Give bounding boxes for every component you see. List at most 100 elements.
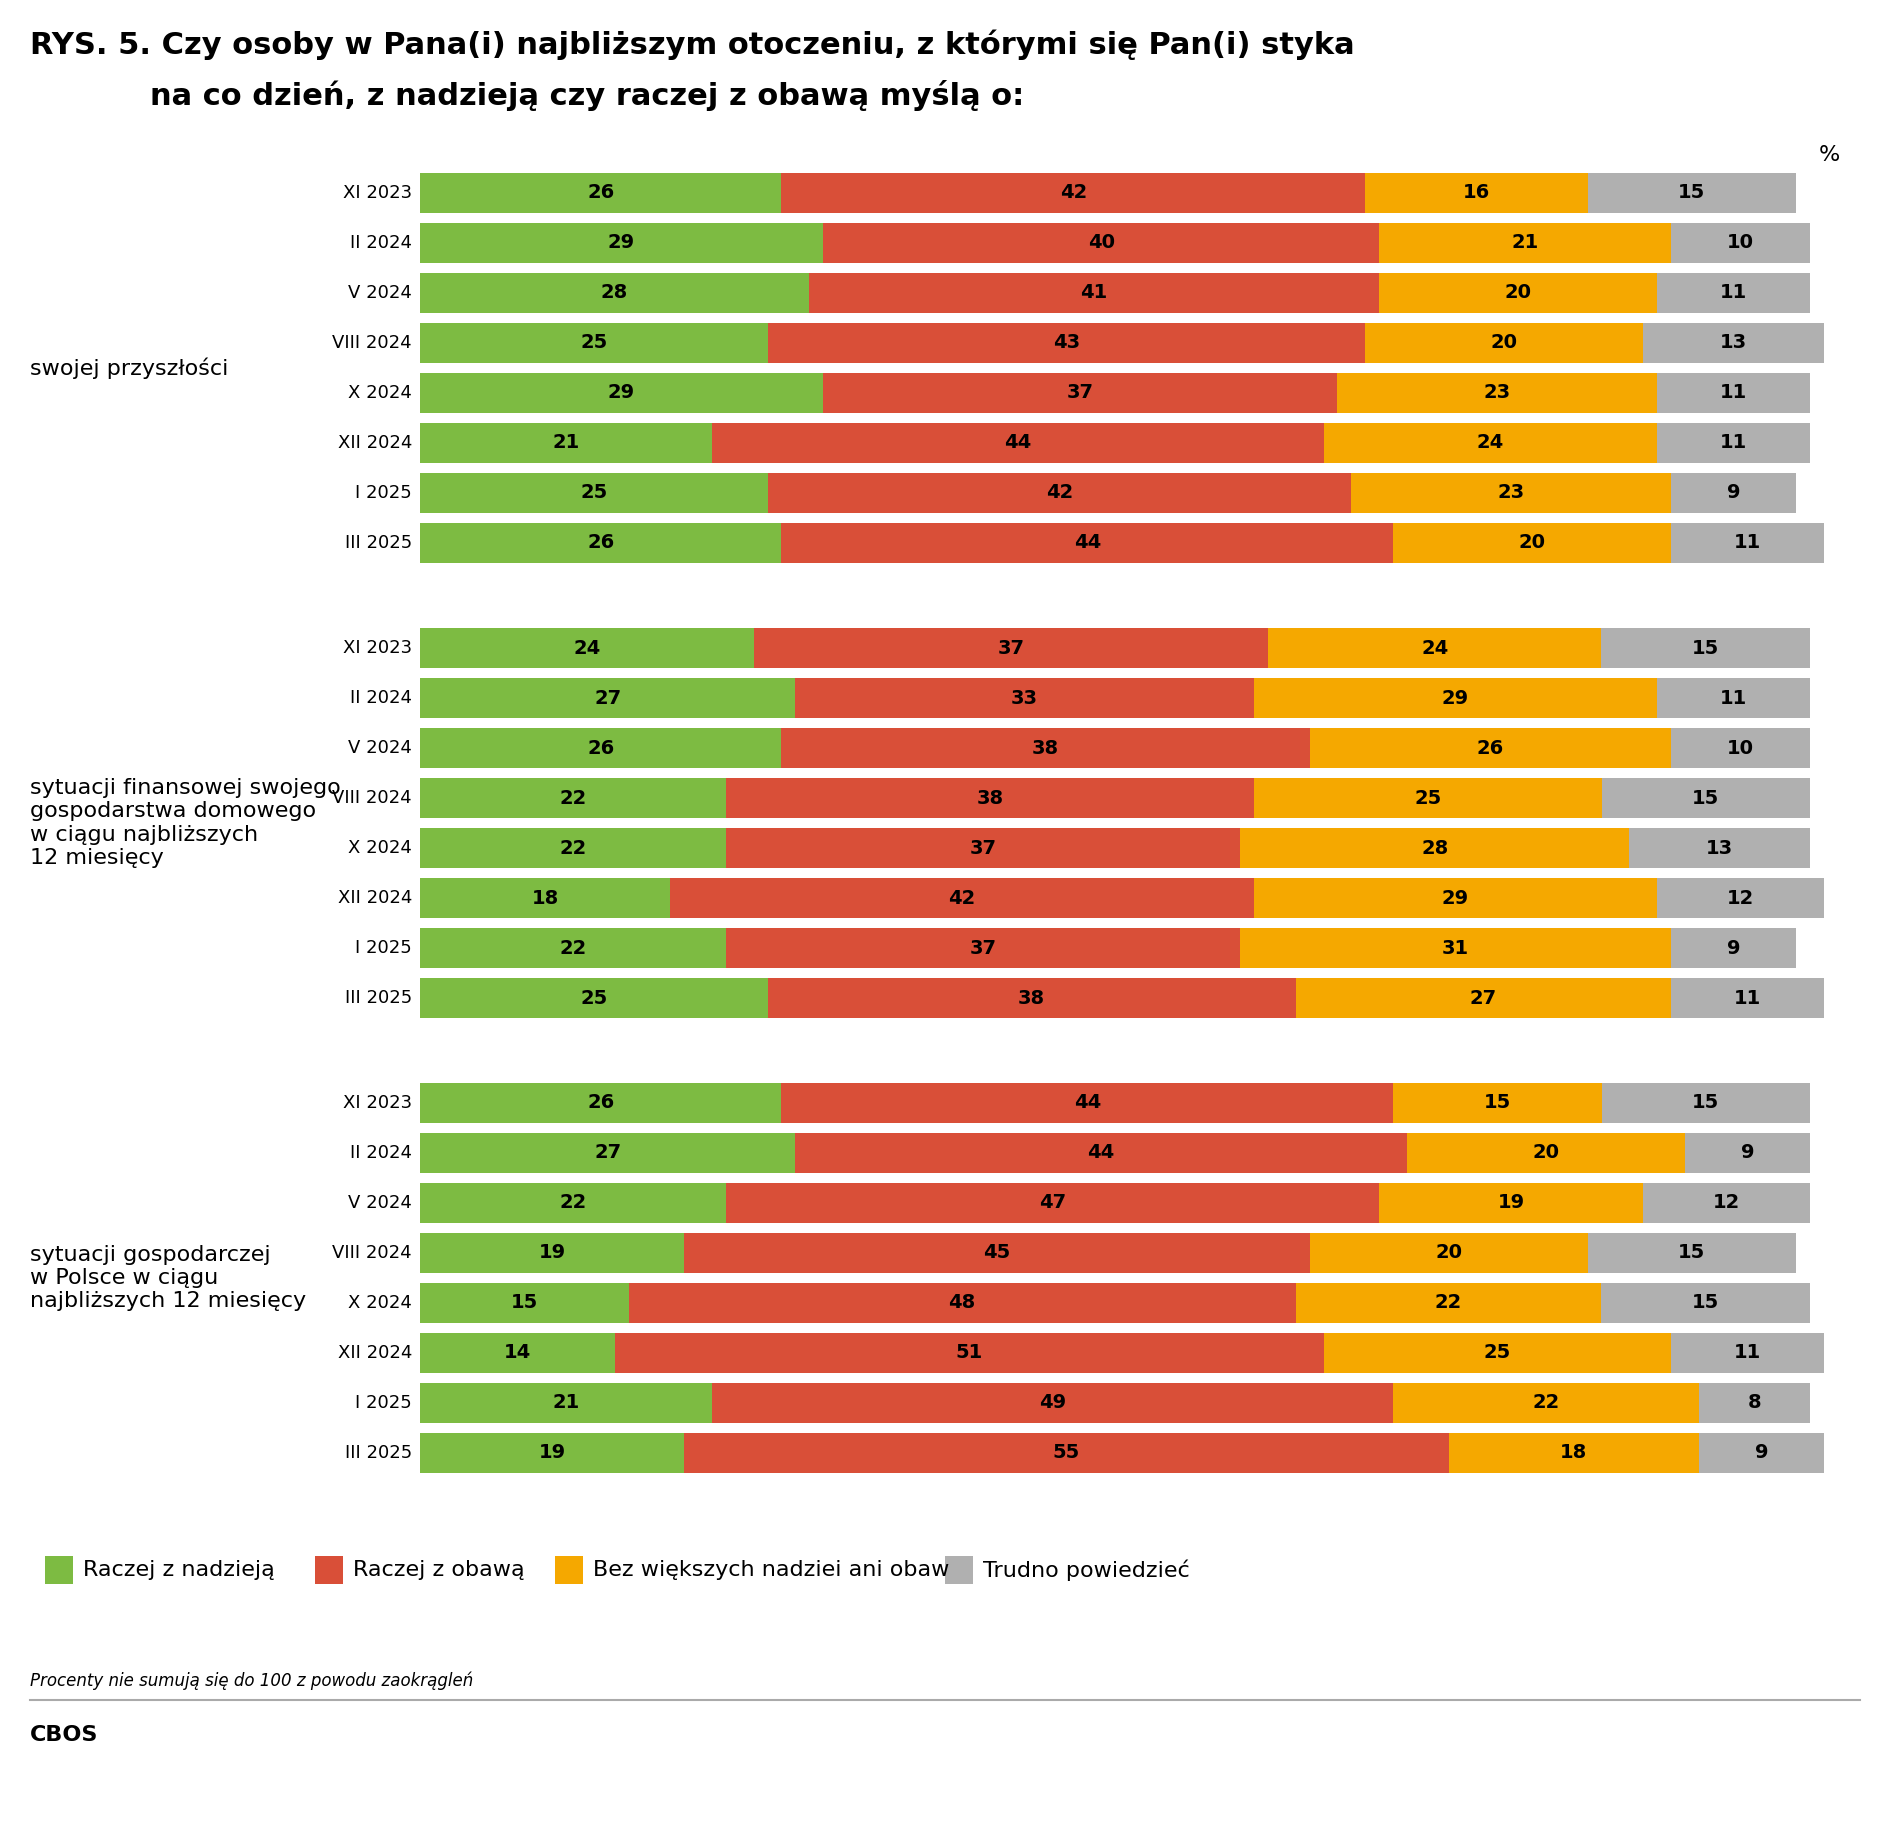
Bar bbox=[554, 1556, 582, 1583]
Bar bbox=[615, 1334, 1324, 1374]
Text: 24: 24 bbox=[1420, 638, 1449, 658]
Bar bbox=[1394, 1383, 1698, 1423]
Bar bbox=[420, 1432, 685, 1472]
Bar bbox=[45, 1556, 74, 1583]
Bar bbox=[1365, 173, 1588, 213]
Text: 18: 18 bbox=[531, 889, 558, 907]
Bar bbox=[1698, 1432, 1825, 1472]
Bar bbox=[685, 1432, 1449, 1472]
Text: sytuacji finansowej swojego
gospodarstwa domowego
w ciągu najbliższych
12 miesię: sytuacji finansowej swojego gospodarstwa… bbox=[30, 778, 340, 867]
Bar bbox=[726, 778, 1254, 818]
Bar bbox=[1630, 827, 1810, 867]
Text: VIII 2024: VIII 2024 bbox=[333, 333, 412, 352]
Bar bbox=[726, 927, 1240, 967]
Text: 26: 26 bbox=[1477, 738, 1503, 758]
Text: II 2024: II 2024 bbox=[350, 233, 412, 251]
Text: 22: 22 bbox=[1435, 1294, 1462, 1312]
Text: 22: 22 bbox=[560, 938, 586, 958]
Bar bbox=[420, 222, 823, 262]
Bar bbox=[1240, 927, 1672, 967]
Text: 15: 15 bbox=[1692, 789, 1719, 807]
Bar bbox=[1672, 474, 1796, 514]
Text: V 2024: V 2024 bbox=[348, 284, 412, 302]
Text: 22: 22 bbox=[560, 838, 586, 858]
Text: 19: 19 bbox=[1498, 1193, 1524, 1212]
Text: 20: 20 bbox=[1505, 284, 1532, 302]
Text: 15: 15 bbox=[1677, 184, 1706, 202]
Text: 37: 37 bbox=[997, 638, 1025, 658]
Text: 44: 44 bbox=[1074, 1093, 1101, 1113]
Text: 11: 11 bbox=[1721, 434, 1747, 452]
Text: XII 2024: XII 2024 bbox=[338, 434, 412, 452]
Text: 29: 29 bbox=[609, 383, 635, 403]
Text: 22: 22 bbox=[1532, 1394, 1560, 1412]
Text: 22: 22 bbox=[560, 789, 586, 807]
Bar bbox=[768, 474, 1352, 514]
Bar bbox=[1240, 827, 1630, 867]
Bar bbox=[420, 423, 711, 463]
Bar bbox=[1672, 1334, 1825, 1374]
Bar bbox=[1365, 322, 1643, 363]
Text: 24: 24 bbox=[573, 638, 601, 658]
Bar bbox=[1295, 1283, 1602, 1323]
Bar bbox=[1672, 222, 1810, 262]
Bar bbox=[1643, 1182, 1810, 1223]
Text: 10: 10 bbox=[1726, 738, 1755, 758]
Bar bbox=[768, 322, 1365, 363]
Text: 16: 16 bbox=[1464, 184, 1490, 202]
Text: XI 2023: XI 2023 bbox=[342, 1093, 412, 1111]
Bar bbox=[420, 678, 796, 718]
Text: %: % bbox=[1819, 146, 1840, 166]
Text: 15: 15 bbox=[1692, 1093, 1719, 1113]
Text: 28: 28 bbox=[601, 284, 628, 302]
Bar bbox=[726, 827, 1240, 867]
Bar bbox=[781, 1082, 1394, 1122]
Text: 27: 27 bbox=[594, 689, 622, 707]
Bar bbox=[1657, 878, 1825, 918]
Bar bbox=[685, 1233, 1310, 1274]
Bar bbox=[669, 878, 1254, 918]
Bar bbox=[726, 1182, 1379, 1223]
Bar bbox=[1324, 423, 1657, 463]
Text: 9: 9 bbox=[1726, 483, 1740, 503]
Bar bbox=[1588, 1233, 1796, 1274]
Text: III 2025: III 2025 bbox=[344, 1445, 412, 1461]
Bar bbox=[420, 1082, 781, 1122]
Text: sytuacji gospodarczej
w Polsce w ciągu
najbliższych 12 miesięcy: sytuacji gospodarczej w Polsce w ciągu n… bbox=[30, 1244, 306, 1312]
Text: X 2024: X 2024 bbox=[348, 1294, 412, 1312]
Text: VIII 2024: VIII 2024 bbox=[333, 1244, 412, 1263]
Bar bbox=[1394, 523, 1672, 563]
Text: 18: 18 bbox=[1560, 1443, 1587, 1463]
Bar bbox=[1394, 1082, 1602, 1122]
Text: 26: 26 bbox=[586, 534, 615, 552]
Text: 41: 41 bbox=[1080, 284, 1108, 302]
Text: III 2025: III 2025 bbox=[344, 534, 412, 552]
Text: I 2025: I 2025 bbox=[356, 485, 412, 503]
Bar bbox=[420, 474, 768, 514]
Bar bbox=[1254, 778, 1602, 818]
Bar bbox=[1379, 273, 1657, 313]
Bar bbox=[420, 1233, 685, 1274]
Bar bbox=[420, 1283, 628, 1323]
Bar bbox=[420, 523, 781, 563]
Text: VIII 2024: VIII 2024 bbox=[333, 789, 412, 807]
Text: 48: 48 bbox=[949, 1294, 976, 1312]
Bar bbox=[1310, 729, 1672, 769]
Text: 55: 55 bbox=[1053, 1443, 1080, 1463]
Bar bbox=[755, 629, 1267, 669]
Text: I 2025: I 2025 bbox=[356, 938, 412, 957]
Bar bbox=[768, 978, 1295, 1018]
Bar bbox=[1657, 273, 1810, 313]
Bar bbox=[1379, 222, 1672, 262]
Text: 29: 29 bbox=[1443, 689, 1469, 707]
Text: X 2024: X 2024 bbox=[348, 838, 412, 856]
Text: 26: 26 bbox=[586, 738, 615, 758]
Text: 9: 9 bbox=[1755, 1443, 1768, 1463]
Text: Procenty nie sumują się do 100 z powodu zaokrągleń: Procenty nie sumują się do 100 z powodu … bbox=[30, 1671, 473, 1691]
Text: XI 2023: XI 2023 bbox=[342, 184, 412, 202]
Bar bbox=[1379, 1182, 1643, 1223]
Bar bbox=[1602, 1082, 1810, 1122]
Bar bbox=[1672, 927, 1796, 967]
Text: swojej przyszłości: swojej przyszłości bbox=[30, 357, 229, 379]
Bar bbox=[420, 927, 726, 967]
